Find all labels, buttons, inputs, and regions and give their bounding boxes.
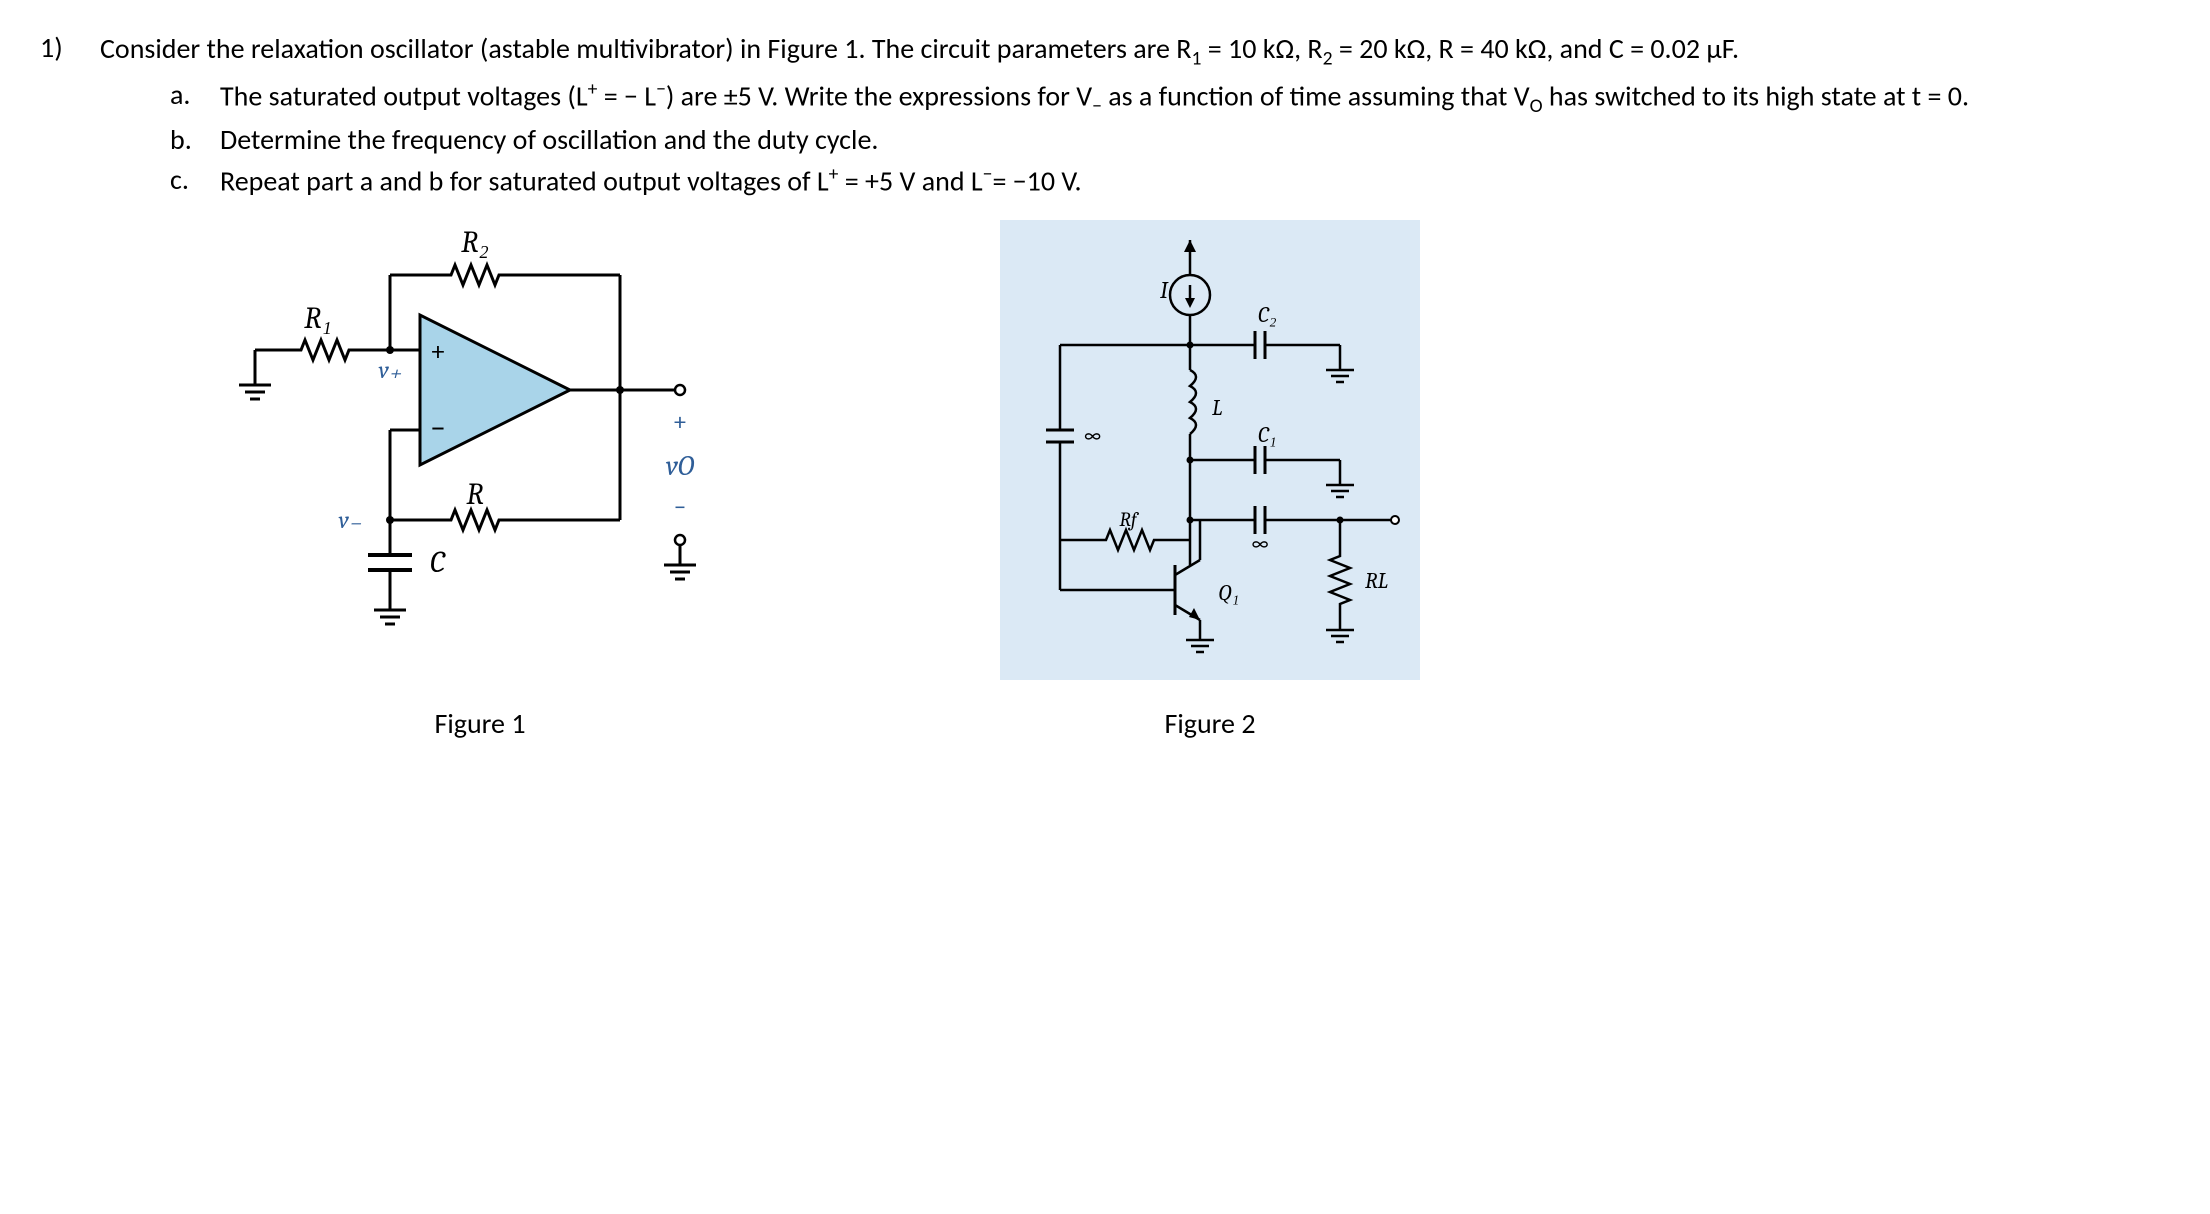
label-C1: C₁	[1258, 422, 1277, 448]
label-vplus: v₊	[378, 356, 401, 384]
label-R2: R₂	[461, 225, 489, 260]
subpart-b: b. Determine the frequency of oscillatio…	[170, 121, 2170, 159]
label-RL: RL	[1365, 568, 1388, 594]
label-vminus: v₋	[338, 506, 361, 534]
out-plus: +	[674, 408, 686, 437]
problem-body: Consider the relaxation oscillator (asta…	[100, 30, 2170, 741]
subpart-letter: a.	[170, 76, 220, 114]
opamp-plus: +	[432, 335, 445, 367]
subpart-text: The saturated output voltages (L+ = − L−…	[220, 76, 1969, 119]
figures-row: R₂ R₁ v₊ + −	[100, 220, 2170, 741]
label-L: L	[1212, 395, 1222, 421]
label-R1: R₁	[304, 301, 332, 336]
figure-1-svg: R₂ R₁ v₊ + −	[220, 220, 740, 700]
subpart-letter: b.	[170, 121, 220, 159]
subpart-c: c. Repeat part a and b for saturated out…	[170, 161, 2170, 200]
subpart-text: Repeat part a and b for saturated output…	[220, 161, 1082, 200]
subparts: a. The saturated output voltages (L+ = −…	[100, 76, 2170, 200]
label-inf-left: ∞	[1084, 424, 1101, 448]
problem-intro: Consider the relaxation oscillator (asta…	[100, 30, 2170, 72]
label-C2: C₂	[1258, 302, 1277, 328]
opamp-minus: −	[431, 410, 446, 447]
label-Q1: Q₁	[1218, 580, 1239, 606]
label-R: R	[466, 477, 483, 512]
figure-2: I C₂ ∞	[1000, 220, 1420, 741]
label-inf-right: ∞	[1251, 532, 1268, 556]
subpart-a: a. The saturated output voltages (L+ = −…	[170, 76, 2170, 119]
label-I: I	[1160, 276, 1169, 304]
problem-1: 1) Consider the relaxation oscillator (a…	[40, 30, 2170, 741]
label-vO: vO	[666, 450, 695, 482]
figure-2-caption: Figure 2	[1164, 706, 1255, 741]
subpart-letter: c.	[170, 161, 220, 199]
problem-number: 1)	[40, 30, 100, 65]
figure-1: R₂ R₁ v₊ + −	[220, 220, 740, 741]
label-C: C	[430, 545, 446, 580]
figure-2-svg: I C₂ ∞	[1000, 220, 1420, 700]
out-minus: −	[674, 493, 686, 522]
subpart-text: Determine the frequency of oscillation a…	[220, 121, 878, 159]
figure-1-caption: Figure 1	[434, 706, 525, 741]
